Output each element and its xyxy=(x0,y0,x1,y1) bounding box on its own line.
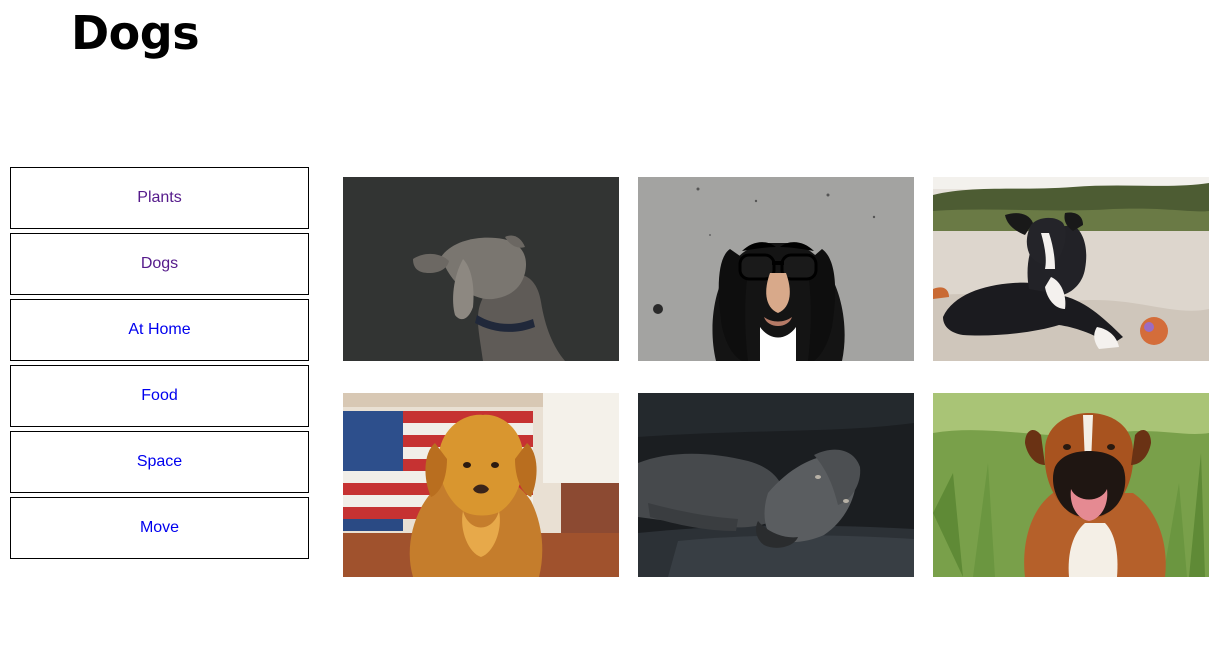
photo-gallery xyxy=(343,177,1209,577)
weimaraner-dark-photo[interactable] xyxy=(343,177,619,361)
nav-item-dogs[interactable]: Dogs xyxy=(10,233,309,295)
boxer-in-grass-photo[interactable] xyxy=(933,393,1209,577)
nav-item-label: Move xyxy=(139,519,180,536)
nav-item-label: Dogs xyxy=(140,255,179,272)
nav-item-move[interactable]: Move xyxy=(10,497,309,559)
nav-item-space[interactable]: Space xyxy=(10,431,309,493)
nav-item-label: Plants xyxy=(137,189,182,206)
category-nav: Plants Dogs At Home Food Space Move xyxy=(10,167,309,563)
nav-item-plants[interactable]: Plants xyxy=(10,167,309,229)
weimaraner-lying-photo[interactable] xyxy=(638,393,914,577)
puppy-on-beach-photo[interactable] xyxy=(933,177,1209,361)
nav-item-label: At Home xyxy=(128,321,191,338)
nav-item-label: Food xyxy=(141,387,178,404)
spaniel-disguise-glasses-photo[interactable] xyxy=(638,177,914,361)
nav-item-at-home[interactable]: At Home xyxy=(10,299,309,361)
page-title: Dogs xyxy=(71,6,200,60)
golden-retriever-flag-photo[interactable] xyxy=(343,393,619,577)
nav-item-label: Space xyxy=(136,453,183,470)
nav-item-food[interactable]: Food xyxy=(10,365,309,427)
